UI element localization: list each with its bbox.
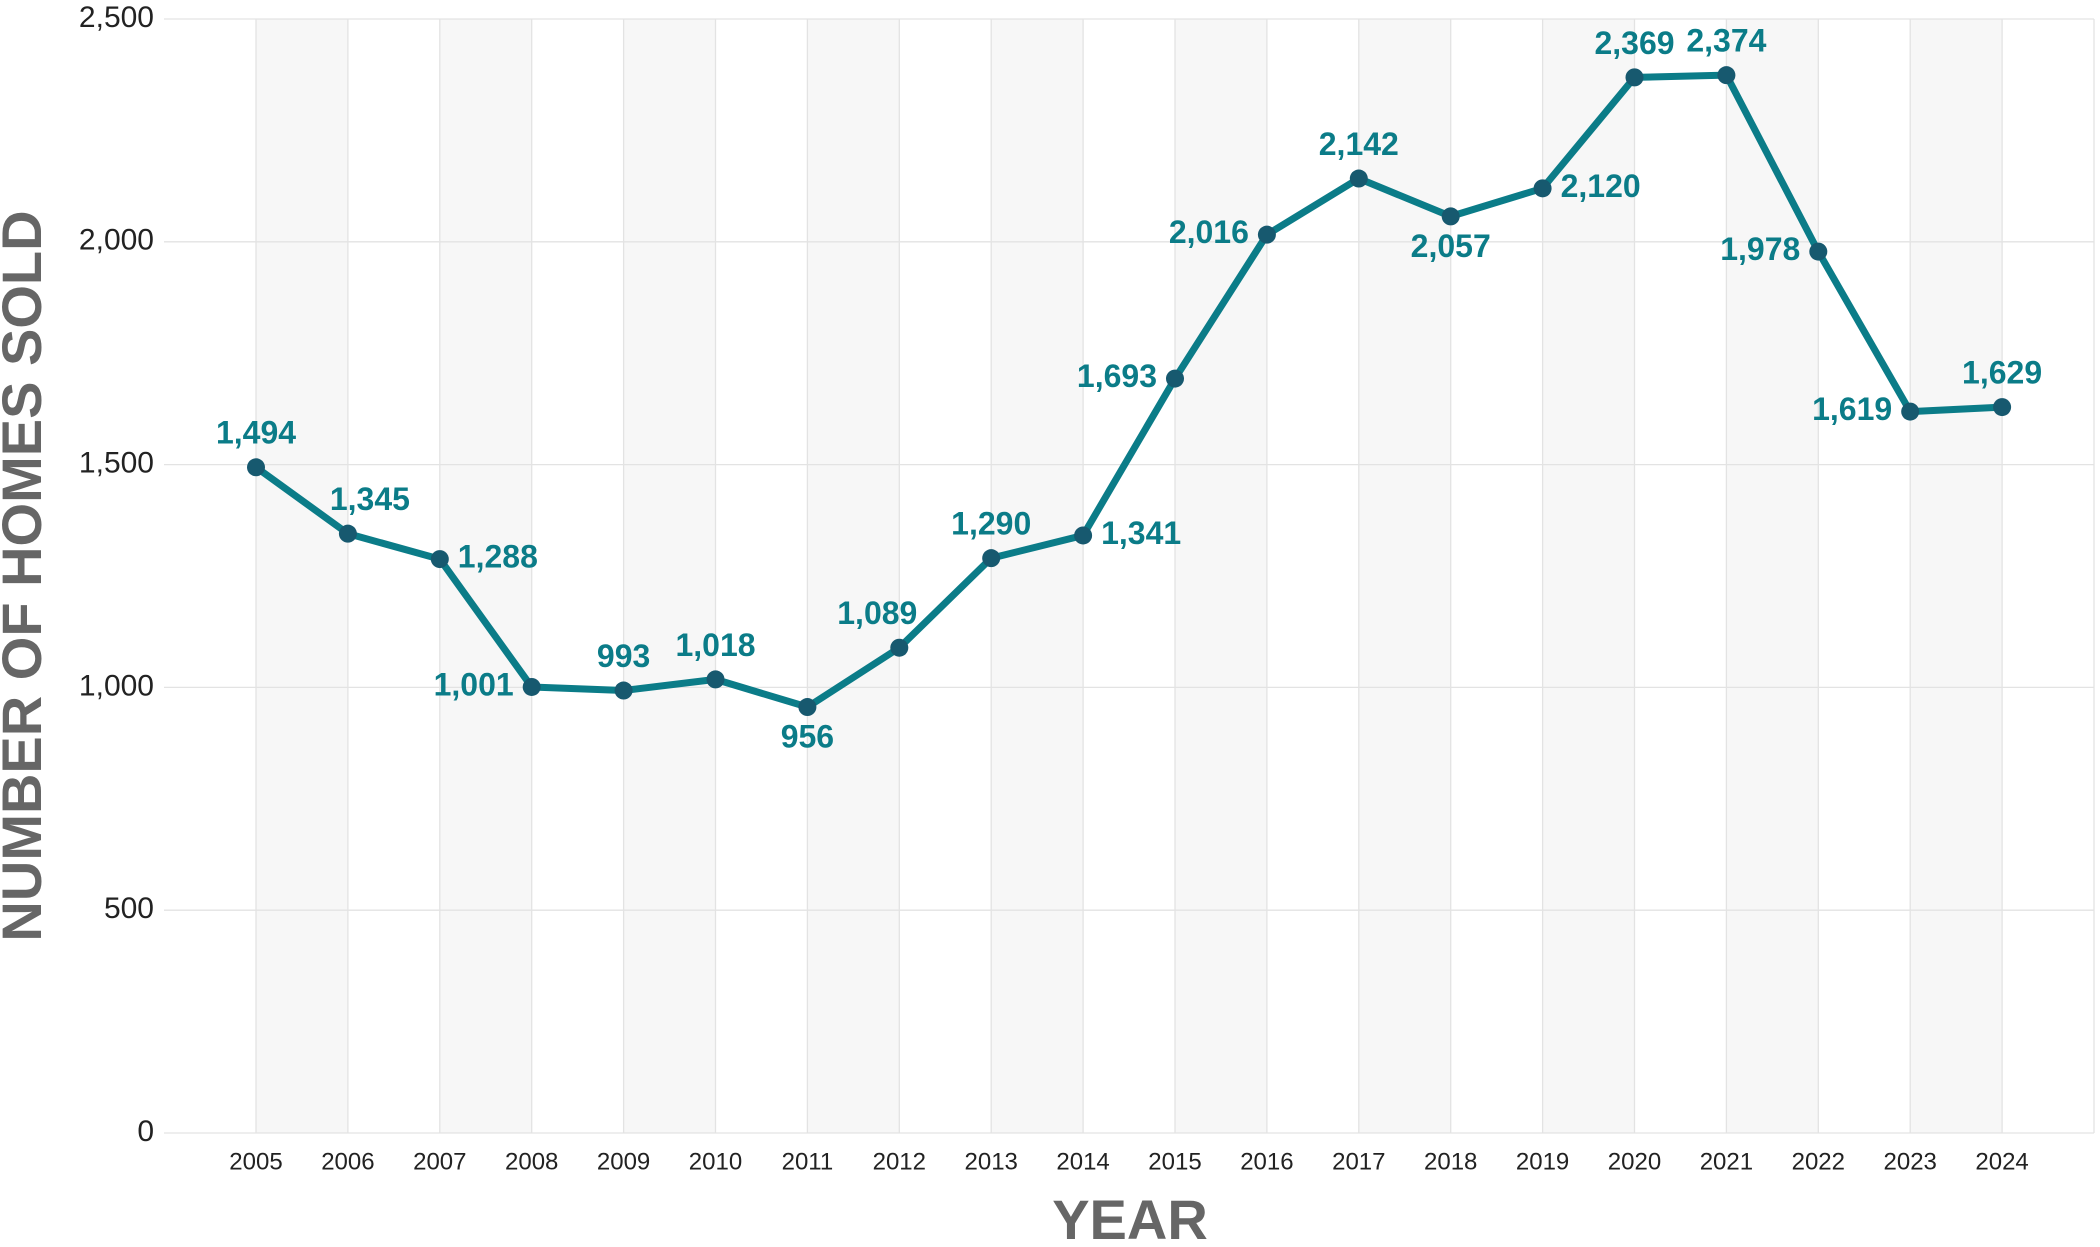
marker [1074,526,1093,545]
marker [1257,225,1276,244]
y-tick-label: 0 [137,1115,154,1148]
x-axis-title: YEAR [1052,1188,1208,1242]
marker [1533,179,1552,198]
data-label: 1,001 [434,666,514,702]
band [1175,19,1267,1133]
band [807,19,900,1133]
x-tick-label: 2007 [413,1148,466,1175]
band [623,19,716,1133]
data-label: 1,018 [675,627,755,663]
plot-background [255,19,2095,1133]
y-axis-title: NUMBER OF HOMES SOLD [0,210,53,941]
data-label: 1,619 [1812,391,1892,427]
y-tick-label: 1,500 [79,447,154,480]
band [1726,19,1819,1133]
data-label: 2,142 [1319,126,1399,162]
x-tick-label: 2017 [1332,1148,1385,1175]
y-tick-label: 2,500 [79,1,154,34]
data-label: 993 [597,638,650,674]
y-tick-label: 1,000 [79,669,154,702]
data-label: 956 [781,718,834,754]
x-tick-label: 2012 [873,1148,926,1175]
marker [890,638,909,657]
data-label: 1,629 [1962,355,2042,391]
band [256,19,348,1133]
data-label: 2,016 [1169,214,1249,250]
data-label: 1,494 [216,415,296,451]
marker [1349,169,1368,188]
marker [1901,402,1920,421]
data-label: 1,290 [951,506,1031,542]
marker [1625,68,1644,87]
marker [430,550,449,569]
x-tick-label: 2013 [965,1148,1018,1175]
x-tick-label: 2010 [689,1148,742,1175]
data-label: 1,693 [1077,358,1157,394]
x-tick-label: 2021 [1700,1148,1753,1175]
data-label: 2,369 [1594,25,1674,61]
data-label: 1,089 [837,595,917,631]
marker [338,524,357,543]
y-tick-label: 500 [104,892,154,925]
marker [1717,66,1736,85]
band [1358,19,1451,1133]
x-tick-label: 2006 [321,1148,374,1175]
marker [706,670,725,689]
x-tick-label: 2023 [1884,1148,1937,1175]
data-label: 2,120 [1561,168,1641,204]
x-tick-label: 2024 [1975,1148,2028,1175]
line [253,71,2003,711]
x-tick-label: 2009 [597,1148,650,1175]
band [1542,19,1635,1133]
data-label: 1,978 [1720,231,1800,267]
data-label: 2,374 [1686,23,1766,59]
band [991,19,1084,1133]
marker [1809,242,1828,261]
band [1910,19,2003,1133]
x-tick-label: 2015 [1148,1148,1201,1175]
data-label: 1,345 [330,481,410,517]
x-tick-label: 2014 [1056,1148,1109,1175]
x-tick-label: 2005 [229,1148,282,1175]
data-label: 1,341 [1101,515,1181,551]
x-tick-label: 2008 [505,1148,558,1175]
marker [1993,398,2012,417]
marker [1441,207,1460,226]
data-label: 1,288 [458,539,538,575]
marker [982,549,1001,568]
x-tick-label: 2016 [1240,1148,1293,1175]
y-tick-label: 2,000 [79,224,154,257]
marker [614,681,633,700]
x-tick-label: 2022 [1792,1148,1845,1175]
x-tick-label: 2011 [782,1148,834,1175]
marker [1166,369,1184,388]
data-label: 2,057 [1411,228,1491,264]
marker [522,677,541,696]
marker [798,698,817,717]
x-tick-label: 2019 [1516,1148,1569,1175]
x-tick-label: 2020 [1608,1148,1661,1175]
marker [247,458,265,477]
x-tick-label: 2018 [1424,1148,1477,1175]
